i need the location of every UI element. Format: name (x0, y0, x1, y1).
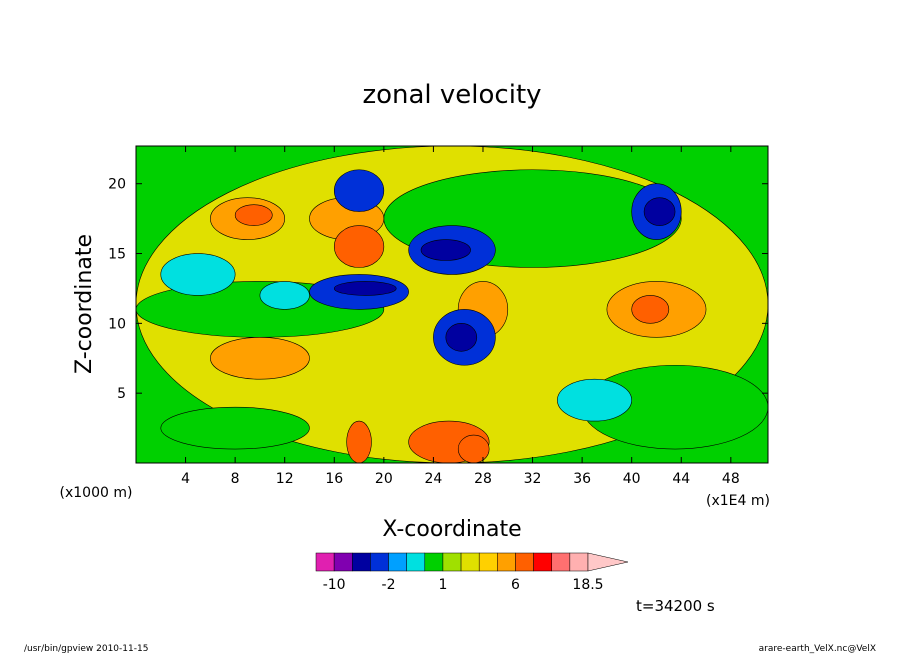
y-tick-label: 15 (108, 247, 126, 263)
colorbar-tick-label: 1 (438, 577, 447, 593)
x-tick-label: 12 (276, 471, 294, 487)
colorbar-tick-label: -10 (323, 577, 346, 593)
contour-region (160, 253, 236, 296)
x-tick-label: 20 (375, 471, 393, 487)
colorbar-segment (569, 552, 589, 572)
contour-region (333, 169, 385, 212)
colorbar-segment (533, 552, 552, 572)
x-tick-label: 8 (231, 471, 240, 487)
colorbar-segment (352, 552, 371, 572)
x-tick-label: 32 (524, 471, 542, 487)
contour-region (445, 323, 478, 352)
contour-region (333, 281, 397, 296)
x-tick-label: 36 (573, 471, 591, 487)
colorbar-segment (388, 552, 407, 572)
colorbar-segment (406, 552, 426, 572)
y-tick-label: 20 (108, 177, 126, 193)
y-tick-label: 10 (108, 316, 126, 332)
colorbar-arrow (587, 552, 629, 572)
colorbar-segment (497, 552, 516, 572)
plot-frame (135, 145, 769, 464)
chart-title: zonal velocity (362, 80, 541, 110)
x-tick-label: 28 (474, 471, 492, 487)
colorbar-segment (442, 552, 462, 572)
time-label: t=34200 s (636, 597, 715, 615)
x-tick-label: 4 (181, 471, 190, 487)
colorbar-segment (333, 552, 353, 572)
contour-region (346, 420, 372, 464)
colorbar-segment (424, 552, 444, 572)
colorbar-tick-label: 6 (511, 577, 520, 593)
colorbar-segment (551, 552, 571, 572)
x-tick-label: 16 (325, 471, 343, 487)
x-unit-left: (x1000 m) (60, 485, 133, 501)
colorbar-segment (460, 552, 480, 572)
colorbar-segment (315, 552, 335, 572)
contour-region (557, 378, 632, 422)
footer-right: arare-earth_VelX.nc@VelX (759, 644, 876, 654)
contour-region (457, 434, 490, 464)
y-axis-label: Z-coordinate (72, 234, 97, 374)
y-tick-label: 5 (117, 386, 126, 402)
contour-region (420, 239, 471, 261)
y-axis: 5 10 15 20 (108, 177, 768, 402)
x-tick-label: 44 (672, 471, 690, 487)
x-tick-label: 48 (722, 471, 740, 487)
x-unit-right: (x1E4 m) (706, 493, 770, 509)
plot-area (135, 145, 769, 464)
contour-region (259, 281, 310, 310)
contour-region (643, 197, 676, 226)
contour-region (210, 337, 310, 380)
x-tick-label: 24 (424, 471, 442, 487)
contour-region (333, 225, 385, 268)
contour-region (160, 406, 310, 450)
x-axis-label: X-coordinate (382, 517, 521, 542)
colorbar-segment (478, 552, 498, 572)
x-axis: 4 8 12 16 20 24 28 32 36 40 44 48 (181, 146, 740, 487)
footer-left: /usr/bin/gpview 2010-11-15 (24, 644, 148, 654)
x-tick-label: 40 (623, 471, 641, 487)
contour-region (234, 204, 273, 226)
colorbar-segment (370, 552, 389, 572)
colorbar-segment (515, 552, 534, 572)
contour-region (631, 295, 670, 324)
colorbar-tick-label: 18.5 (572, 577, 603, 593)
colorbar-tick-label: -2 (382, 577, 396, 593)
colorbar: -10 -2 1 6 18.5 (315, 552, 629, 593)
